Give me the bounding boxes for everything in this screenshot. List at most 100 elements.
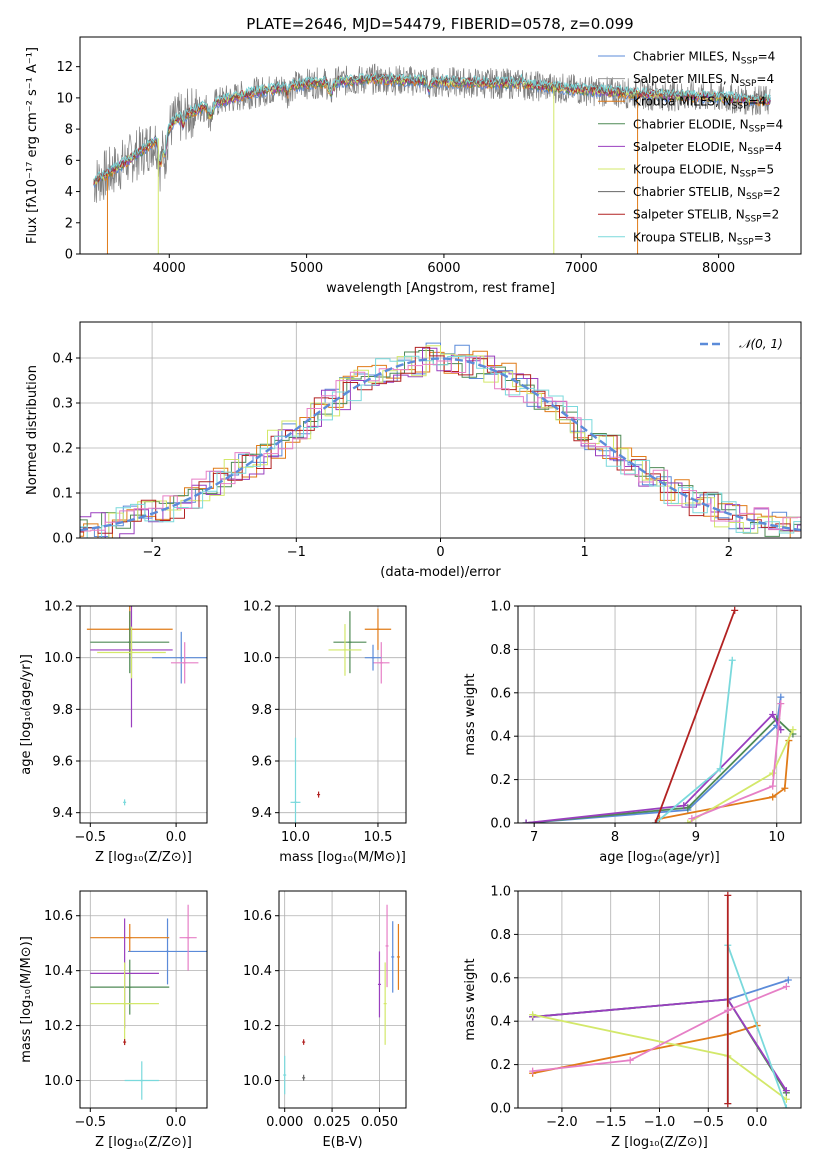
age-vs-mass-panel: 10.0 10.5 9.4 9.6 9.8 10.0 10.2 mass [log₁₀(M/M…	[243, 600, 407, 865]
y-tick-label: 10.0	[243, 1074, 272, 1089]
weight-marker	[781, 784, 789, 792]
x-tick-label: −2.0	[546, 1115, 578, 1130]
weight-marker	[716, 765, 724, 773]
weight-marker	[684, 819, 692, 823]
EBV-panel: 0.000 0.025 0.050 10.0 10.2 10.4 10.6 E(B-V)	[243, 890, 407, 1150]
legend-text: Kroupa ELODIE, N	[633, 163, 740, 177]
legend-subscript: SSP	[737, 237, 754, 247]
gaussian-curve	[80, 357, 801, 532]
legend-subscript: SSP	[732, 102, 749, 112]
x-tick-label: −1.0	[644, 1115, 676, 1130]
legend-count: =4	[749, 95, 767, 109]
y-tick-label: 9.4	[251, 806, 272, 821]
weight-marker	[728, 656, 736, 664]
age-vs-mass-frame	[278, 605, 407, 824]
weight-line	[654, 660, 734, 823]
weight-marker	[651, 819, 659, 823]
x-tick-label: −0.5	[75, 1115, 107, 1130]
spectrum-marks	[93, 63, 771, 254]
age-vs-Z-panel: −0.5 0.0 9.4 9.6 9.8 10.0 10.2 Z [log₁₀(Z/Z⊙)] a…	[19, 600, 208, 865]
x-tick-label: 10	[768, 830, 785, 845]
y-tick-label: 10.2	[243, 600, 272, 615]
y-tick-label: 8	[65, 123, 73, 138]
legend-entry: Kroupa STELIB, NSSP=3	[633, 230, 771, 247]
age-vs-Z-marks	[86, 606, 207, 806]
legend-text: Salpeter STELIB, N	[633, 208, 745, 222]
weight-line	[532, 979, 789, 1018]
legend-count: =4	[758, 50, 776, 64]
legend-entry: Kroupa ELODIE, NSSP=5	[633, 163, 774, 180]
legend-entry: Chabrier ELODIE, NSSP=4	[633, 117, 783, 134]
weight-vs-age-panel: 7 8 9 10 0.0 0.2 0.4 0.6 0.8 1.0 age [log₁₀(age/yr…	[463, 600, 802, 865]
weight-vs-age-marks	[522, 606, 797, 823]
mass-vs-Z-frame	[79, 890, 208, 1109]
legend-text: Chabrier STELIB, N	[633, 185, 746, 199]
spectrum-panel: 4000 5000 6000 7000 8000 0 2 4 6 8 10 12 wavelength …	[25, 36, 802, 296]
x-tick-label: 10.0	[281, 830, 310, 845]
EBV-marks	[283, 904, 400, 1095]
y-tick-label: 10.0	[44, 651, 73, 666]
x-tick-label: 0.000	[266, 1115, 303, 1130]
weight-marker	[724, 891, 732, 899]
x-tick-label: 9	[692, 830, 700, 845]
legend-entry: Salpeter ELODIE, NSSP=4	[633, 140, 782, 157]
x-tick-label: 0.0	[747, 1115, 768, 1130]
x-tick-label: 10.5	[363, 830, 392, 845]
x-tick-label: 0.0	[166, 1115, 187, 1130]
x-tick-label: 7000	[565, 261, 598, 276]
x-axis-label: (data-model)/error	[380, 565, 501, 580]
legend-subscript: SSP	[740, 79, 757, 89]
legend-count: =2	[762, 208, 780, 222]
x-axis-label: wavelength [Angstrom, rest frame]	[326, 281, 555, 296]
legend-subscript: SSP	[740, 170, 757, 180]
y-tick-label: 9.8	[52, 703, 73, 718]
x-tick-label: 8000	[702, 261, 735, 276]
weight-marker	[731, 606, 739, 614]
legend-text: Kroupa STELIB, N	[633, 230, 737, 244]
weight-marker	[724, 1100, 732, 1108]
y-tick-label: 10.6	[243, 909, 272, 924]
weight-marker	[777, 693, 785, 701]
mass-vs-Z-panel: −0.5 0.0 10.0 10.2 10.4 10.6 Z [log₁₀(Z/Z⊙)] ma…	[19, 890, 208, 1150]
y-tick-label: 0.4	[490, 1015, 511, 1030]
y-tick-label: 6	[65, 154, 73, 169]
residuals-panel: −2 −1 0 1 2 0.0 0.1 0.2 0.3 0.4 (data-model)/error…	[25, 321, 802, 580]
legend-count: =3	[754, 230, 772, 244]
weight-line	[532, 1024, 758, 1075]
x-tick-label: 5000	[290, 261, 323, 276]
weight-line	[526, 696, 782, 823]
y-tick-label: 0.0	[490, 1102, 511, 1117]
weight-vs-Z-frame	[517, 890, 802, 1109]
weight-marker	[626, 1056, 634, 1064]
weight-marker	[684, 804, 692, 812]
y-tick-label: 9.6	[251, 755, 272, 770]
y-tick-label: 10.4	[44, 964, 73, 979]
y-axis-label: mass [log₁₀(M/M⊙)]	[19, 936, 34, 1063]
weight-marker	[769, 793, 777, 801]
y-tick-label: 0.1	[52, 487, 73, 502]
x-axis-label: Z [log₁₀(Z/Z⊙)]	[611, 1135, 708, 1150]
weight-marker	[522, 819, 530, 823]
legend-subscript: SSP	[747, 147, 764, 157]
spectrum-model-line	[93, 77, 771, 189]
residual-histogram	[80, 346, 801, 534]
y-axis-label: Flux [fλ10⁻¹⁷ erg cm⁻² s⁻¹ A⁻¹]	[25, 47, 40, 244]
age-vs-mass-marks	[290, 608, 392, 823]
y-tick-label: 12	[56, 60, 73, 75]
y-tick-label: 0.6	[490, 971, 511, 986]
x-tick-label: 8	[611, 830, 619, 845]
weight-vs-Z-panel: −2.0 −1.5 −1.0 −0.5 0.0 0.0 0.2 0.4 0.6 0.8 1.0 Z […	[463, 885, 802, 1150]
x-tick-label: 2	[725, 545, 733, 560]
x-tick-label: 4000	[153, 261, 186, 276]
x-tick-label: 7	[530, 830, 538, 845]
y-tick-label: 10.2	[44, 1019, 73, 1034]
spectrum-model-line	[93, 71, 771, 180]
x-tick-label: −1.5	[595, 1115, 627, 1130]
y-tick-label: 0.2	[490, 773, 511, 788]
weight-line	[532, 985, 787, 1072]
x-tick-label: 0	[436, 545, 444, 560]
y-tick-label: 0.2	[490, 1058, 511, 1073]
y-axis-label: age [log₁₀(age/yr)]	[19, 654, 34, 775]
